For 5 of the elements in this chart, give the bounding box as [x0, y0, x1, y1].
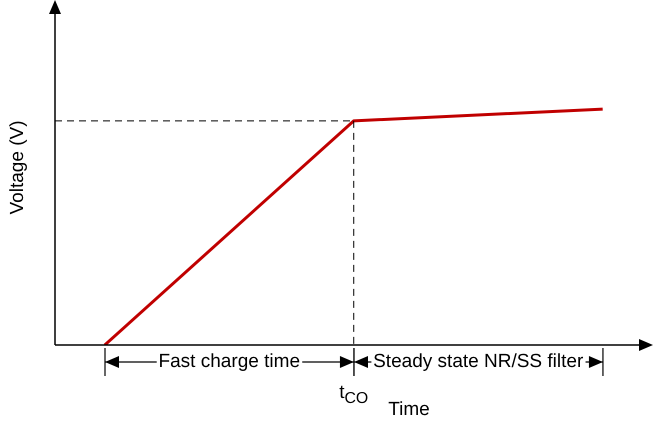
x-axis-title: Time	[388, 399, 430, 420]
text: t$_{CO}$	[339, 382, 368, 407]
y-axis-title: Voltage (V)	[7, 120, 28, 214]
text: Fast charge time	[158, 351, 300, 372]
text: Steady state NR/SS filter	[373, 351, 584, 372]
